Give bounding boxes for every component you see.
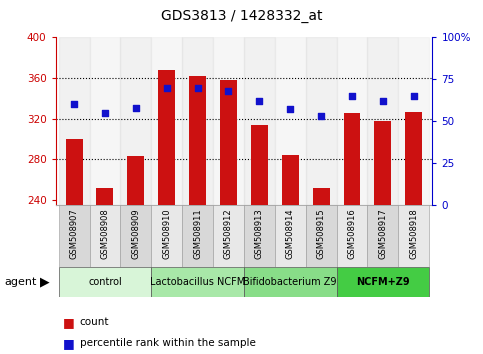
Bar: [398, 37, 429, 205]
Text: ▶: ▶: [40, 276, 50, 289]
Text: GSM508911: GSM508911: [193, 209, 202, 259]
FancyBboxPatch shape: [337, 205, 368, 267]
FancyBboxPatch shape: [58, 267, 151, 297]
Bar: [89, 37, 120, 205]
Bar: [120, 37, 151, 205]
FancyBboxPatch shape: [213, 205, 244, 267]
Point: [70, 102, 78, 107]
FancyBboxPatch shape: [182, 205, 213, 267]
Point: [410, 93, 418, 99]
Bar: [313, 188, 329, 205]
Point: [286, 107, 294, 112]
Bar: [182, 37, 213, 205]
FancyBboxPatch shape: [89, 205, 120, 267]
Bar: [282, 155, 298, 205]
Text: GSM508913: GSM508913: [255, 209, 264, 259]
Point: [101, 110, 109, 116]
Point: [194, 85, 201, 91]
Text: GSM508915: GSM508915: [317, 209, 326, 259]
Point: [132, 105, 140, 110]
Bar: [306, 37, 337, 205]
Text: GSM508912: GSM508912: [224, 209, 233, 259]
Text: Lactobacillus NCFM: Lactobacillus NCFM: [150, 277, 245, 287]
Bar: [158, 70, 175, 205]
Text: percentile rank within the sample: percentile rank within the sample: [80, 338, 256, 348]
Text: GSM508918: GSM508918: [409, 209, 418, 259]
FancyBboxPatch shape: [244, 205, 275, 267]
Text: GSM508917: GSM508917: [378, 209, 387, 259]
Text: ■: ■: [63, 337, 74, 350]
Text: GSM508907: GSM508907: [70, 209, 79, 259]
Text: GSM508914: GSM508914: [286, 209, 295, 259]
FancyBboxPatch shape: [306, 205, 337, 267]
Text: NCFM+Z9: NCFM+Z9: [356, 277, 410, 287]
FancyBboxPatch shape: [337, 267, 429, 297]
FancyBboxPatch shape: [58, 205, 89, 267]
Text: Bifidobacterium Z9: Bifidobacterium Z9: [243, 277, 337, 287]
Bar: [58, 37, 89, 205]
Bar: [275, 37, 306, 205]
Text: GSM508916: GSM508916: [347, 209, 356, 259]
Text: GDS3813 / 1428332_at: GDS3813 / 1428332_at: [161, 9, 322, 23]
Text: control: control: [88, 277, 122, 287]
Point: [348, 93, 356, 99]
Text: GSM508908: GSM508908: [100, 209, 110, 259]
Point: [225, 88, 232, 94]
Bar: [220, 80, 237, 205]
Text: GSM508910: GSM508910: [162, 209, 171, 259]
Bar: [337, 37, 368, 205]
FancyBboxPatch shape: [244, 267, 337, 297]
Point: [379, 98, 387, 104]
Bar: [368, 37, 398, 205]
Bar: [97, 188, 114, 205]
Text: count: count: [80, 317, 109, 327]
FancyBboxPatch shape: [120, 205, 151, 267]
Bar: [151, 37, 182, 205]
Point: [317, 113, 325, 119]
Bar: [66, 139, 83, 205]
FancyBboxPatch shape: [398, 205, 429, 267]
Bar: [244, 37, 275, 205]
Text: GSM508909: GSM508909: [131, 209, 141, 259]
Bar: [189, 76, 206, 205]
Bar: [128, 156, 144, 205]
Text: agent: agent: [5, 277, 37, 287]
Point: [163, 85, 170, 91]
Bar: [343, 113, 360, 205]
FancyBboxPatch shape: [151, 205, 182, 267]
Bar: [213, 37, 244, 205]
FancyBboxPatch shape: [368, 205, 398, 267]
Text: ■: ■: [63, 316, 74, 329]
Point: [256, 98, 263, 104]
FancyBboxPatch shape: [151, 267, 244, 297]
FancyBboxPatch shape: [275, 205, 306, 267]
Bar: [374, 121, 391, 205]
Bar: [251, 125, 268, 205]
Bar: [405, 112, 422, 205]
